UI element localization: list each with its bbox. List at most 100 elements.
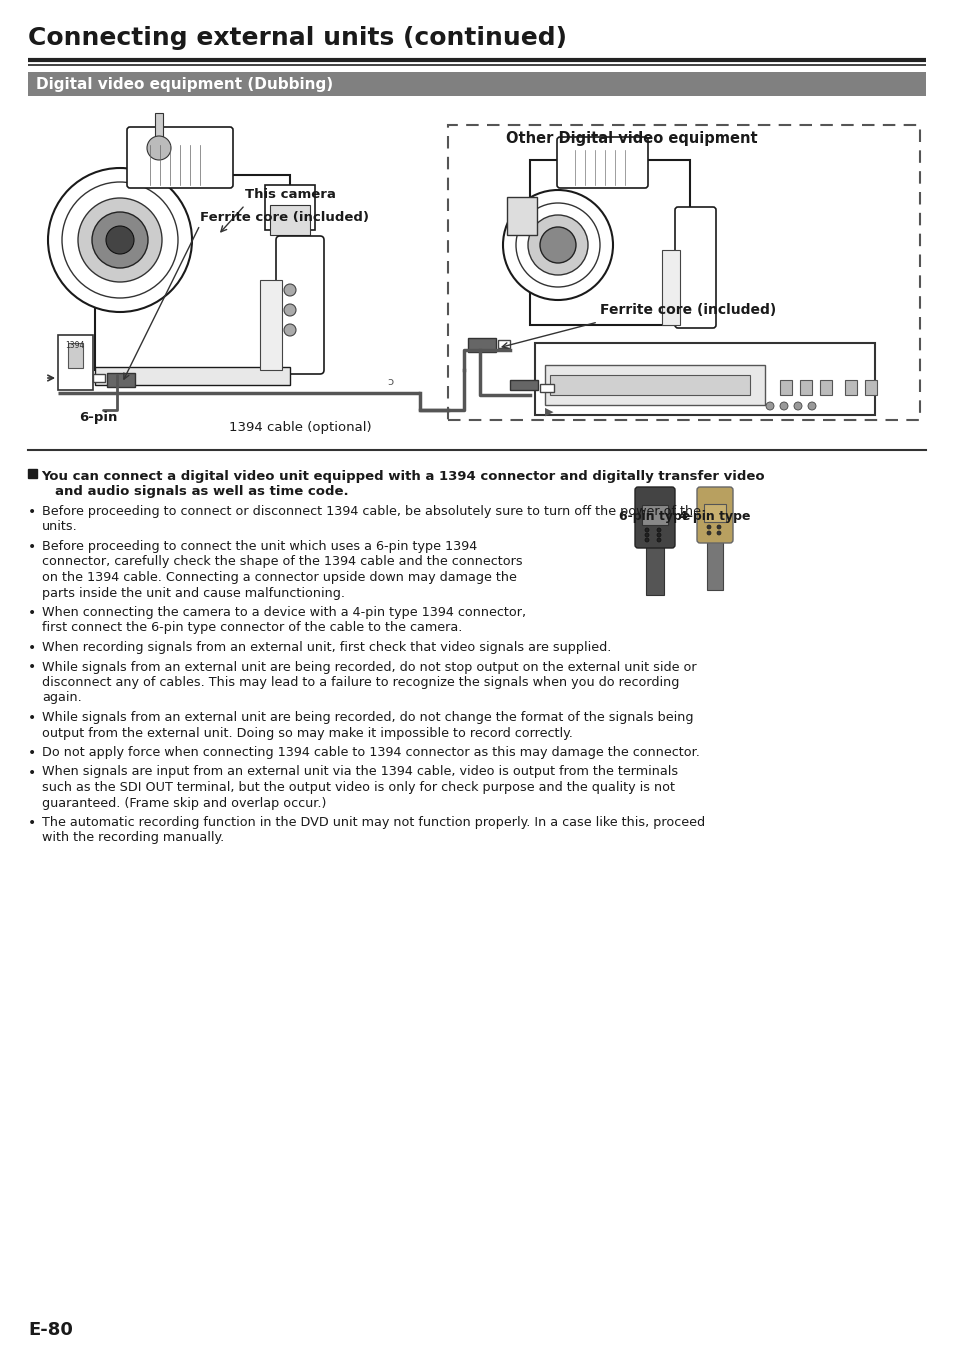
Circle shape xyxy=(644,538,648,542)
Circle shape xyxy=(644,528,648,532)
Circle shape xyxy=(717,525,720,529)
FancyBboxPatch shape xyxy=(635,487,675,548)
Text: The automatic recording function in the DVD unit may not function properly. In a: The automatic recording function in the … xyxy=(42,816,704,829)
Text: Other Digital video equipment: Other Digital video equipment xyxy=(506,130,757,145)
Circle shape xyxy=(706,525,710,529)
Bar xyxy=(468,338,496,352)
Circle shape xyxy=(147,135,171,160)
Text: This camera: This camera xyxy=(245,188,335,202)
Bar xyxy=(544,366,764,405)
Text: Before proceeding to connect the unit which uses a 6-pin type 1394: Before proceeding to connect the unit wh… xyxy=(42,540,477,552)
Circle shape xyxy=(717,531,720,535)
Bar xyxy=(497,340,510,348)
FancyBboxPatch shape xyxy=(275,236,324,374)
Bar xyxy=(107,372,135,387)
Circle shape xyxy=(706,531,710,535)
Text: 1394: 1394 xyxy=(65,340,85,349)
Bar xyxy=(506,196,537,236)
Bar xyxy=(641,505,667,525)
Circle shape xyxy=(657,533,660,538)
Text: connector, carefully check the shape of the 1394 cable and the connectors: connector, carefully check the shape of … xyxy=(42,555,522,569)
Bar xyxy=(68,343,83,368)
Circle shape xyxy=(284,284,295,297)
Text: When recording signals from an external unit, first check that video signals are: When recording signals from an external … xyxy=(42,640,611,654)
Circle shape xyxy=(527,215,587,275)
Circle shape xyxy=(780,402,787,410)
Bar xyxy=(780,380,791,395)
Circle shape xyxy=(539,227,576,263)
Bar xyxy=(844,380,856,395)
Text: with the recording manually.: with the recording manually. xyxy=(42,831,224,845)
Circle shape xyxy=(644,533,648,538)
Text: When connecting the camera to a device with a 4-pin type 1394 connector,: When connecting the camera to a device w… xyxy=(42,607,525,619)
Bar xyxy=(800,380,811,395)
Bar xyxy=(154,112,163,148)
FancyBboxPatch shape xyxy=(557,137,647,188)
Text: 4-pin type: 4-pin type xyxy=(679,510,750,523)
Text: •: • xyxy=(28,607,36,620)
Bar xyxy=(270,204,310,236)
Text: such as the SDI OUT terminal, but the output video is only for check purpose and: such as the SDI OUT terminal, but the ou… xyxy=(42,781,675,793)
Bar xyxy=(92,374,105,382)
FancyBboxPatch shape xyxy=(697,487,732,543)
Circle shape xyxy=(48,168,192,311)
Bar xyxy=(28,72,925,96)
Bar xyxy=(706,525,722,590)
Bar xyxy=(510,380,537,390)
Circle shape xyxy=(284,305,295,315)
FancyBboxPatch shape xyxy=(675,207,716,328)
Circle shape xyxy=(657,528,660,532)
Text: You can connect a digital video unit equipped with a 1394 connector and digitall: You can connect a digital video unit equ… xyxy=(41,470,763,483)
Text: When signals are input from an external unit via the 1394 cable, video is output: When signals are input from an external … xyxy=(42,765,678,779)
Circle shape xyxy=(657,538,660,542)
Text: ▶: ▶ xyxy=(544,408,553,417)
Circle shape xyxy=(78,198,162,282)
Text: 6-pin: 6-pin xyxy=(79,412,117,425)
Text: again.: again. xyxy=(42,692,82,704)
Circle shape xyxy=(793,402,801,410)
Bar xyxy=(58,334,92,390)
Text: 1394 cable (optional): 1394 cable (optional) xyxy=(229,421,371,433)
FancyBboxPatch shape xyxy=(530,160,689,325)
Text: 6-pin type: 6-pin type xyxy=(618,510,690,523)
Text: While signals from an external unit are being recorded, do not change the format: While signals from an external unit are … xyxy=(42,711,693,724)
Bar xyxy=(28,468,37,478)
Bar xyxy=(820,380,831,395)
Text: units.: units. xyxy=(42,520,77,533)
Text: •: • xyxy=(28,816,36,830)
FancyBboxPatch shape xyxy=(127,127,233,188)
Circle shape xyxy=(284,324,295,336)
FancyBboxPatch shape xyxy=(535,343,874,414)
Text: output from the external unit. Doing so may make it impossible to record correct: output from the external unit. Doing so … xyxy=(42,727,572,739)
Circle shape xyxy=(807,402,815,410)
Text: •: • xyxy=(28,640,36,655)
Text: ↄ: ↄ xyxy=(387,376,393,387)
Bar xyxy=(539,385,554,393)
Bar xyxy=(448,125,919,420)
Text: first connect the 6-pin type connector of the cable to the camera.: first connect the 6-pin type connector o… xyxy=(42,621,462,635)
Text: •: • xyxy=(28,711,36,724)
Text: Before proceeding to connect or disconnect 1394 cable, be absolutely sure to tur: Before proceeding to connect or disconne… xyxy=(42,505,700,519)
Text: Ferrite core (included): Ferrite core (included) xyxy=(599,303,776,317)
Text: Do not apply force when connecting 1394 cable to 1394 connector as this may dama: Do not apply force when connecting 1394 … xyxy=(42,746,700,760)
Text: Digital video equipment (Dubbing): Digital video equipment (Dubbing) xyxy=(36,76,333,92)
Text: parts inside the unit and cause malfunctioning.: parts inside the unit and cause malfunct… xyxy=(42,586,345,600)
Text: While signals from an external unit are being recorded, do not stop output on th: While signals from an external unit are … xyxy=(42,661,696,673)
Bar xyxy=(703,504,725,523)
Text: on the 1394 cable. Connecting a connector upside down may damage the: on the 1394 cable. Connecting a connecto… xyxy=(42,571,517,584)
Text: Connecting external units (continued): Connecting external units (continued) xyxy=(28,26,566,50)
FancyBboxPatch shape xyxy=(95,175,290,370)
Bar xyxy=(265,185,314,230)
Text: •: • xyxy=(28,661,36,674)
Bar xyxy=(550,375,749,395)
Circle shape xyxy=(502,190,613,301)
Bar xyxy=(661,250,679,325)
Text: and audio signals as well as time code.: and audio signals as well as time code. xyxy=(55,486,348,498)
Bar xyxy=(95,367,290,385)
Circle shape xyxy=(106,226,133,255)
Text: Ferrite core (included): Ferrite core (included) xyxy=(200,211,369,225)
Circle shape xyxy=(91,213,148,268)
Circle shape xyxy=(765,402,773,410)
Text: •: • xyxy=(28,505,36,519)
Text: •: • xyxy=(28,765,36,780)
